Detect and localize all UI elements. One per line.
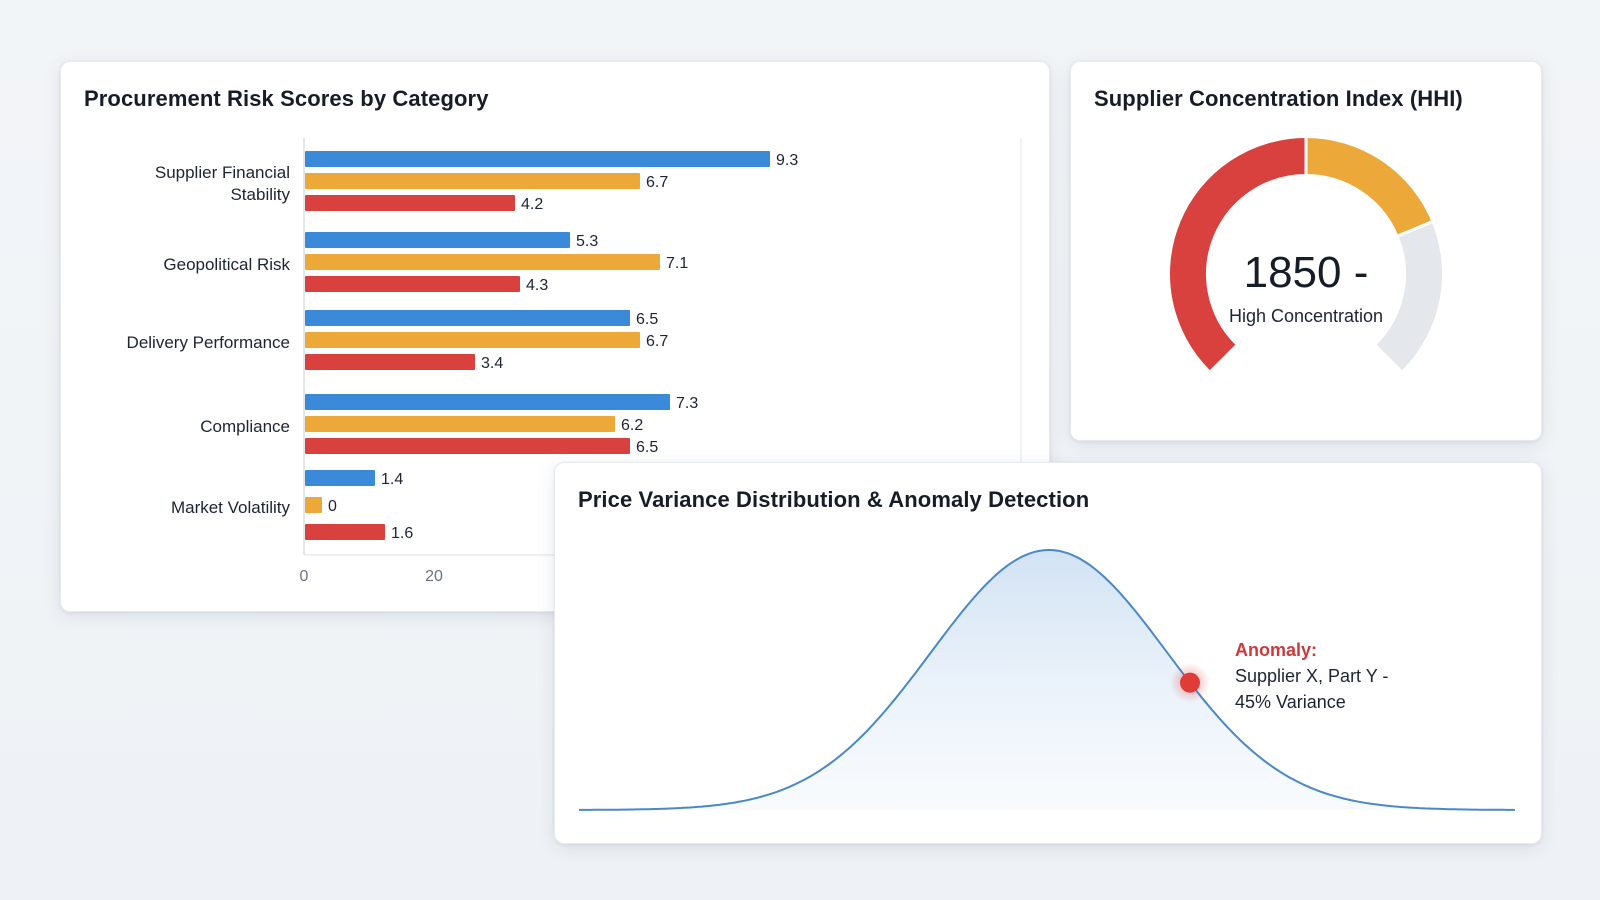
risk-bar bbox=[305, 524, 385, 540]
risk-bar bbox=[305, 416, 615, 432]
price-variance-chart bbox=[579, 549, 1517, 811]
gauge-divider bbox=[1396, 220, 1434, 238]
value-label: 5.3 bbox=[576, 233, 598, 250]
risk-bar bbox=[305, 394, 670, 410]
risk-bar bbox=[305, 470, 375, 486]
anomaly-annotation: Anomaly: Supplier X, Part Y - 45% Varian… bbox=[1235, 637, 1405, 715]
value-label: 3.4 bbox=[481, 355, 503, 372]
value-label: 6.5 bbox=[636, 311, 658, 328]
risk-bar bbox=[305, 497, 322, 513]
risk-scores-title: Procurement Risk Scores by Category bbox=[84, 86, 489, 111]
value-label: 4.3 bbox=[526, 277, 548, 294]
hhi-gauge bbox=[1170, 137, 1442, 371]
category-label: Market Volatility bbox=[171, 498, 291, 517]
risk-scores-chart: Supplier Financial Stability 9.3 6.7 4.2 Geop… bbox=[127, 138, 1022, 585]
hhi-card: Supplier Concentration Index (HHI) 1850 … bbox=[1070, 61, 1542, 441]
hhi-title: Supplier Concentration Index (HHI) bbox=[1094, 86, 1463, 111]
risk-bar bbox=[305, 276, 520, 292]
value-label: 4.2 bbox=[521, 196, 543, 213]
value-label: 6.7 bbox=[646, 174, 668, 191]
risk-bar bbox=[305, 354, 475, 370]
category-label: Delivery Performance bbox=[127, 333, 290, 352]
distribution-curve bbox=[579, 549, 1515, 811]
x-tick-label: 20 bbox=[425, 568, 443, 585]
anomaly-marker bbox=[1180, 672, 1200, 693]
value-label: 1.6 bbox=[391, 525, 413, 542]
gauge-segment bbox=[1376, 221, 1442, 371]
value-label: 6.7 bbox=[646, 333, 668, 350]
gauge-segment bbox=[1305, 138, 1432, 237]
value-label: 9.3 bbox=[776, 152, 798, 169]
hhi-label: High Concentration bbox=[1228, 306, 1384, 326]
category-label: Compliance bbox=[200, 417, 290, 436]
price-variance-title: Price Variance Distribution & Anomaly De… bbox=[578, 487, 1090, 512]
category-label: Geopolitical Risk bbox=[163, 255, 290, 274]
x-tick-label: 0 bbox=[300, 568, 309, 585]
hhi-value: 1850 - bbox=[1243, 248, 1369, 297]
risk-bar bbox=[305, 332, 640, 348]
category-label: Supplier Financial Stability bbox=[155, 163, 291, 204]
risk-bar bbox=[305, 438, 630, 454]
value-label: 1.4 bbox=[381, 471, 403, 488]
value-label: 0 bbox=[328, 498, 337, 515]
risk-bar bbox=[305, 232, 570, 248]
anomaly-title: Anomaly: bbox=[1235, 640, 1318, 660]
gauge-segment bbox=[1170, 138, 1307, 371]
value-label: 6.2 bbox=[621, 417, 643, 434]
price-variance-card: Price Variance Distribution & Anomaly De… bbox=[554, 462, 1542, 844]
distribution-area bbox=[579, 550, 1517, 810]
value-label: 7.3 bbox=[676, 395, 698, 412]
risk-bar bbox=[305, 310, 630, 326]
risk-bar bbox=[305, 195, 515, 211]
risk-bar bbox=[305, 173, 640, 189]
risk-bar bbox=[305, 151, 770, 167]
value-label: 7.1 bbox=[666, 255, 688, 272]
risk-bar bbox=[305, 254, 660, 270]
anomaly-text: Supplier X, Part Y - 45% Variance bbox=[1235, 666, 1389, 712]
value-label: 6.5 bbox=[636, 439, 658, 456]
